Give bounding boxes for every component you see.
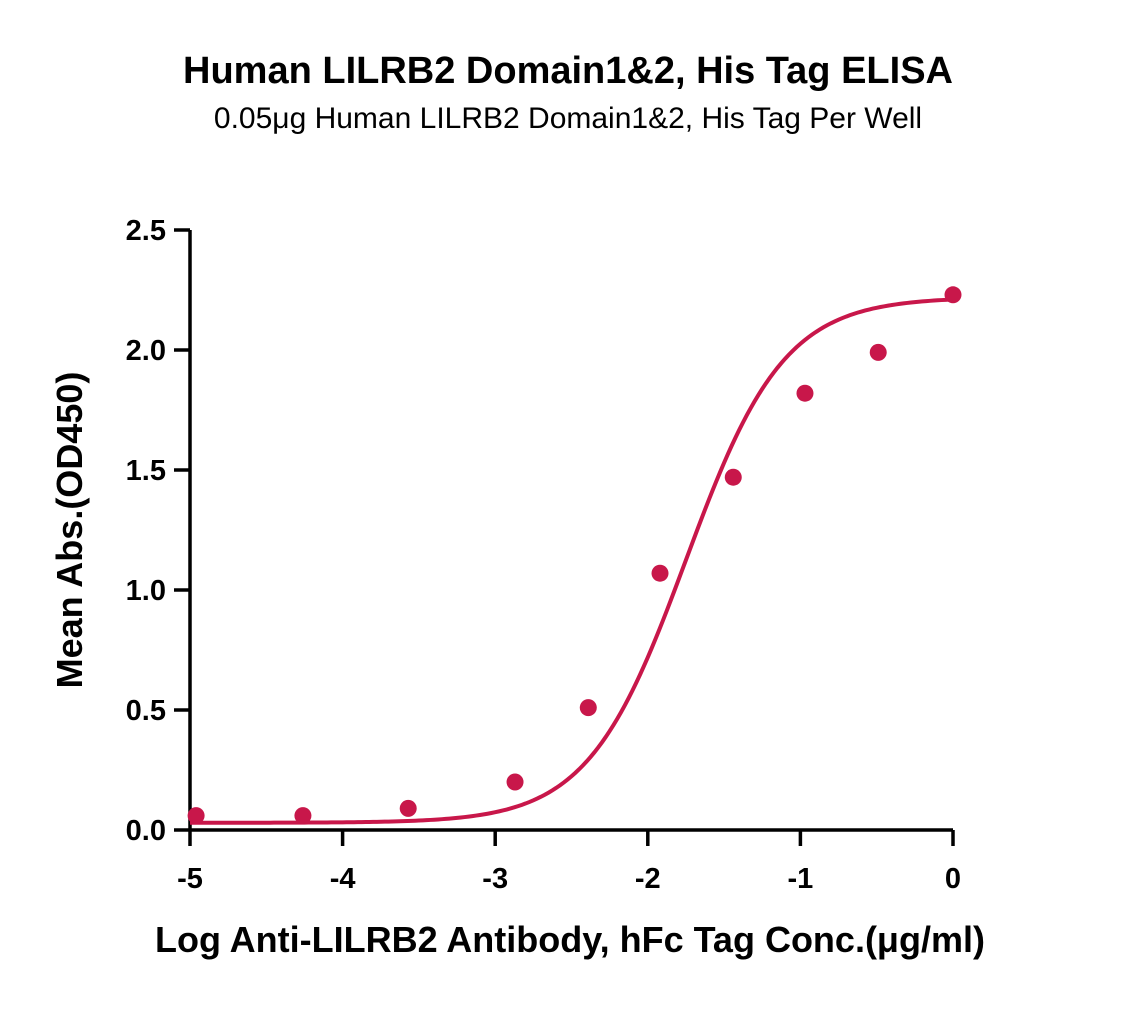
data-point [506, 773, 524, 791]
y-tick-label: 1.0 [126, 575, 166, 607]
x-axis-label: Log Anti-LILRB2 Antibody, hFc Tag Conc.(… [155, 919, 985, 960]
y-axis-label: Mean Abs.(OD450) [49, 372, 90, 689]
data-point [724, 468, 742, 486]
fit-curve-layer [190, 297, 954, 825]
x-tick-label: -1 [788, 863, 814, 895]
data-point [796, 384, 814, 402]
data-point [944, 286, 962, 304]
x-tick-label: -2 [635, 863, 661, 895]
data-point [579, 699, 597, 717]
y-tick-label: 0.5 [126, 695, 166, 727]
data-points-layer [187, 286, 962, 825]
y-tick-label: 2.0 [126, 335, 166, 367]
x-tick-label: -3 [482, 863, 508, 895]
x-tick-label: -4 [330, 863, 356, 895]
data-point [187, 807, 205, 825]
data-point [399, 799, 417, 817]
y-tick-label: 2.5 [126, 215, 166, 247]
axes: 0.0 0.5 1.0 1.5 2.0 2.5 -5 -4 -3 -2 -1 0 [126, 215, 961, 895]
data-point [294, 807, 312, 825]
data-point [651, 564, 669, 582]
x-tick-label: 0 [945, 863, 961, 895]
x-tick-label: -5 [177, 863, 203, 895]
fit-curve [190, 297, 954, 825]
y-tick-label: 1.5 [126, 455, 166, 487]
y-tick-label: 0.0 [126, 815, 166, 847]
chart-title: Human LILRB2 Domain1&2, His Tag ELISA [183, 50, 953, 92]
data-point [869, 343, 887, 361]
chart-subtitle: 0.05μg Human LILRB2 Domain1&2, His Tag P… [214, 102, 922, 135]
